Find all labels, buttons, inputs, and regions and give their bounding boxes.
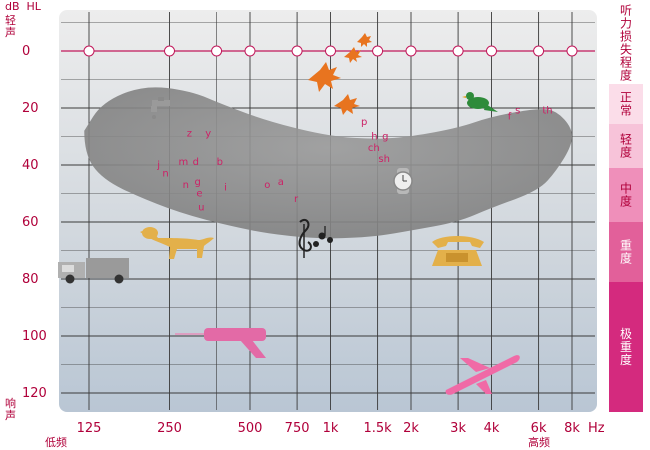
phoneme-15: p [361,117,367,128]
power-drill-icon [175,328,266,358]
y-tick-40: 40 [22,158,39,173]
phoneme-9: e [196,188,202,199]
band-label-1: 正常 [620,91,632,118]
phoneme-12: a [278,177,284,188]
band-label-5: 极重度 [620,327,632,367]
x-tick-labels: 125 250 500 750 1k 1.5k 2k 3k 4k 6k 8k [77,421,581,436]
x-tick-1.5k: 1.5k [363,421,392,436]
band-4 [609,222,643,282]
band-label-4: 重度 [620,239,632,266]
x-label-low: 低频 [45,435,67,449]
threshold-point-3000 [452,45,464,57]
phoneme-11: o [264,180,270,191]
speech-banana [84,87,572,239]
truck-icon [58,258,129,284]
band-1 [609,84,643,124]
x-label-high: 高频 [528,435,550,449]
telephone-icon [432,236,484,266]
phoneme-18: ch [368,143,380,154]
y-tick-100: 100 [22,329,47,344]
band-label-3: 中度 [620,181,632,209]
x-tick-6k: 6k [531,421,547,436]
phoneme-3: m [178,157,188,168]
threshold-point-2000 [405,45,417,57]
y-tick-80: 80 [22,272,39,287]
x-tick-250: 250 [157,421,182,436]
y-tick-60: 60 [22,215,39,230]
threshold-point-750 [291,45,303,57]
phoneme-8: g [194,177,200,188]
phoneme-2: j [156,160,160,171]
band-0 [609,2,643,84]
y-tick-20: 20 [22,101,39,116]
x-unit-label: Hz [588,421,605,436]
phoneme-22: th [542,106,552,117]
threshold-point-500 [244,45,256,57]
y-label-bottom: 响声 [5,397,16,422]
dripping-faucet-icon [151,97,170,119]
x-tick-125: 125 [77,421,102,436]
phoneme-13: u [198,203,204,214]
x-tick-1k: 1k [323,421,339,436]
phoneme-14: r [294,194,299,205]
phoneme-20: f [508,111,512,122]
threshold-points [83,45,578,57]
y-tick-120: 120 [22,386,47,401]
phoneme-10: i [224,183,227,194]
x-tick-750: 750 [285,421,310,436]
y-tick-labels: 0 20 40 60 80 100 120 [22,44,47,401]
bird-icon [462,92,498,112]
threshold-point-1000 [325,45,336,57]
band-5 [609,282,643,412]
x-tick-4k: 4k [484,421,500,436]
phoneme-21: s [515,106,520,117]
phoneme-17: g [382,131,388,142]
phoneme-5: b [217,157,223,168]
threshold-point-125 [83,45,95,57]
airplane-icon [445,355,520,395]
phoneme-1: y [205,129,211,140]
band-3 [609,168,643,222]
threshold-point-375 [211,45,223,57]
band-label-2: 轻度 [620,133,632,160]
watch-icon [393,168,413,194]
phoneme-6: n [162,168,168,179]
phoneme-4: d [193,157,199,168]
threshold-point-6000 [533,45,545,57]
threshold-point-8000 [566,45,578,57]
y-label-top: 轻声 [5,13,16,39]
x-tick-3k: 3k [450,421,466,436]
band-label-0: 听力损失程度 [620,4,632,83]
band-2 [609,124,643,168]
music-icon [298,218,333,258]
x-tick-8k: 8k [564,421,580,436]
threshold-point-250 [164,45,175,57]
x-tick-2k: 2k [403,421,419,436]
autumn-leaves-icon [308,33,372,115]
y-tick-0: 0 [22,44,30,59]
dog-icon [140,227,214,259]
threshold-point-1500 [372,45,384,57]
threshold-point-4000 [486,45,497,57]
phoneme-0: z [187,129,192,140]
phoneme-19: sh [378,154,390,165]
y-unit-label: dB HL [5,0,42,13]
phoneme-16: h [371,131,377,142]
phoneme-7: n [183,180,189,191]
x-tick-500: 500 [238,421,263,436]
